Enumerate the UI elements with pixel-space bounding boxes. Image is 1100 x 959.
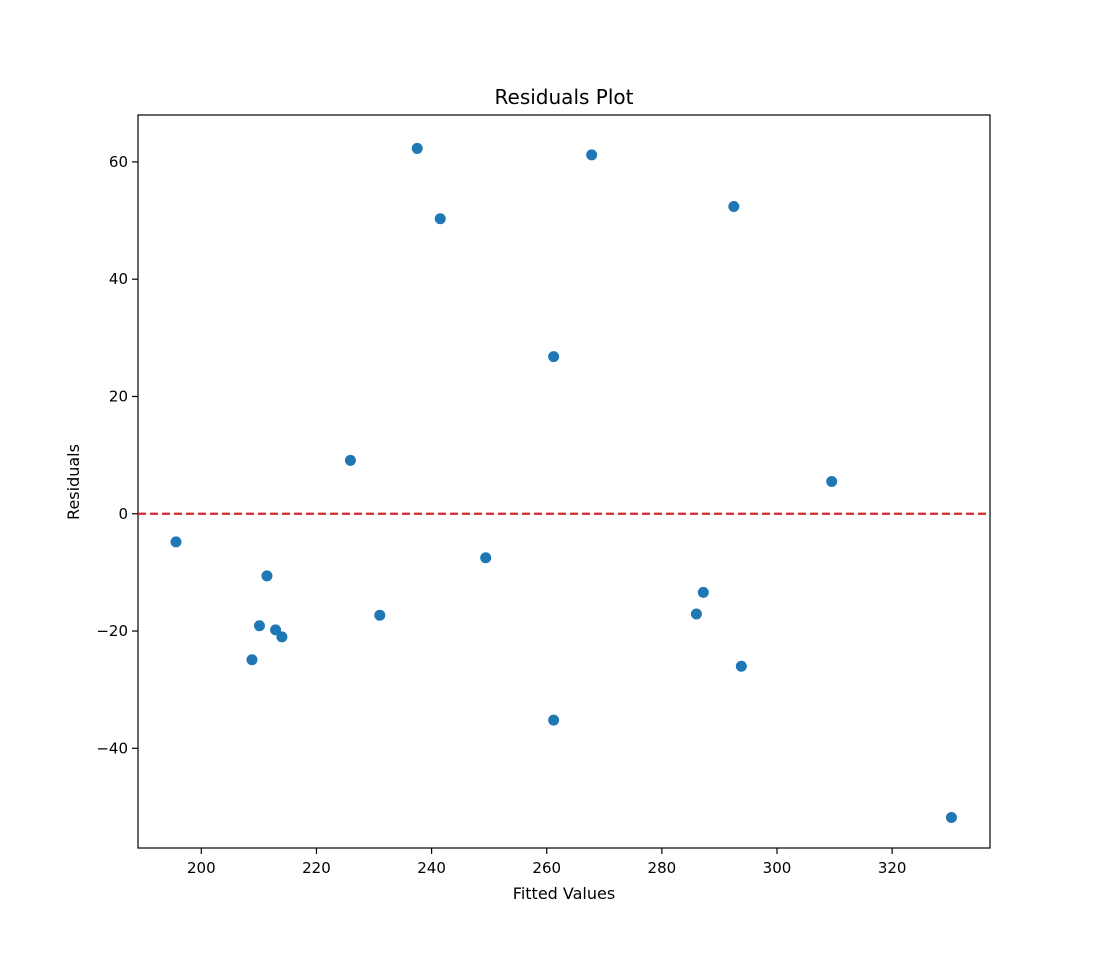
scatter-point bbox=[690, 608, 702, 620]
x-tick-label: 240 bbox=[417, 859, 446, 877]
scatter-point bbox=[374, 609, 386, 621]
plot-frame bbox=[137, 114, 991, 849]
x-axis-label: Fitted Values bbox=[513, 884, 615, 903]
x-tick-label: 300 bbox=[763, 859, 792, 877]
y-tick-label: −40 bbox=[96, 739, 128, 757]
scatter-point bbox=[945, 812, 957, 824]
x-tick-label: 320 bbox=[878, 859, 907, 877]
scatter-point bbox=[480, 552, 492, 564]
plot-area bbox=[137, 114, 991, 849]
scatter-point bbox=[246, 654, 258, 666]
scatter-point bbox=[270, 624, 282, 636]
x-axis-ticks: 200 220 240 260 280 300 320 bbox=[187, 848, 906, 877]
x-tick-label: 220 bbox=[302, 859, 331, 877]
scatter-point bbox=[411, 142, 423, 154]
scatter-point bbox=[253, 620, 265, 632]
scatter-point bbox=[697, 586, 709, 598]
x-tick-label: 280 bbox=[648, 859, 677, 877]
scatter-point bbox=[434, 213, 446, 225]
scatter-point bbox=[170, 536, 182, 548]
y-tick-label: 0 bbox=[118, 505, 128, 523]
scatter-point bbox=[548, 351, 560, 363]
x-tick-label: 200 bbox=[187, 859, 216, 877]
x-tick-label: 260 bbox=[532, 859, 561, 877]
y-axis-label: Residuals bbox=[64, 444, 83, 520]
scatter-point bbox=[276, 631, 288, 643]
y-tick-label: 40 bbox=[109, 270, 128, 288]
y-axis-ticks: −40 −20 0 20 40 60 bbox=[96, 153, 138, 757]
y-tick-label: −20 bbox=[96, 622, 128, 640]
y-tick-label: 20 bbox=[109, 387, 128, 405]
data-points bbox=[170, 142, 957, 824]
scatter-point bbox=[344, 454, 356, 466]
scatter-point bbox=[826, 476, 838, 487]
y-tick-label: 60 bbox=[109, 153, 128, 171]
scatter-point bbox=[728, 200, 740, 212]
scatter-point bbox=[261, 570, 273, 582]
scatter-point bbox=[586, 149, 598, 161]
chart-title: Residuals Plot bbox=[495, 85, 634, 109]
scatter-point bbox=[548, 714, 560, 726]
scatter-point bbox=[735, 660, 747, 672]
